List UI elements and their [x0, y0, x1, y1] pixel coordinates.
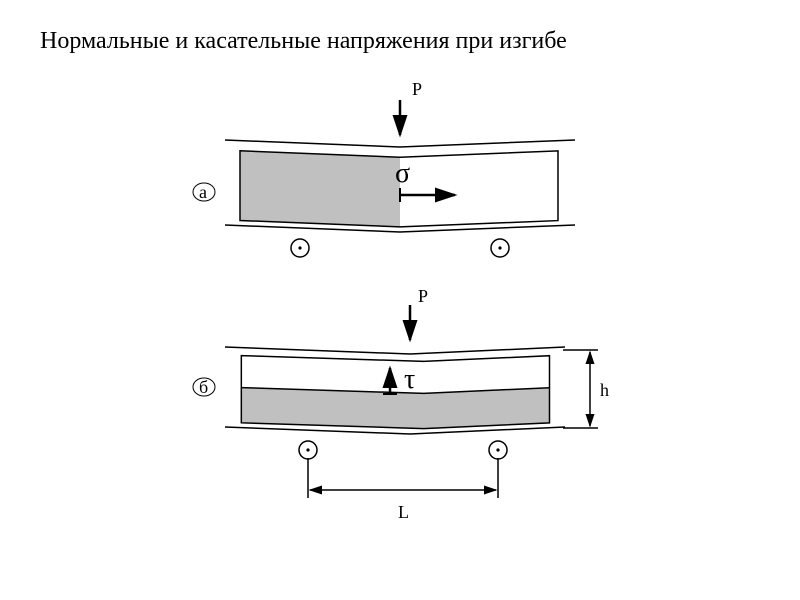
svg-text:L: L	[398, 502, 409, 522]
svg-text:а: а	[199, 182, 207, 202]
diagram-canvas: Рσ а Рτ б h L	[0, 0, 800, 600]
page-title: Нормальные и касательные напряжения при …	[40, 28, 567, 55]
svg-text:τ: τ	[404, 364, 415, 395]
svg-text:σ: σ	[395, 158, 410, 189]
svg-text:б: б	[199, 377, 208, 397]
svg-text:Р: Р	[418, 286, 428, 306]
svg-text:h: h	[600, 380, 609, 400]
svg-text:Р: Р	[412, 79, 422, 99]
